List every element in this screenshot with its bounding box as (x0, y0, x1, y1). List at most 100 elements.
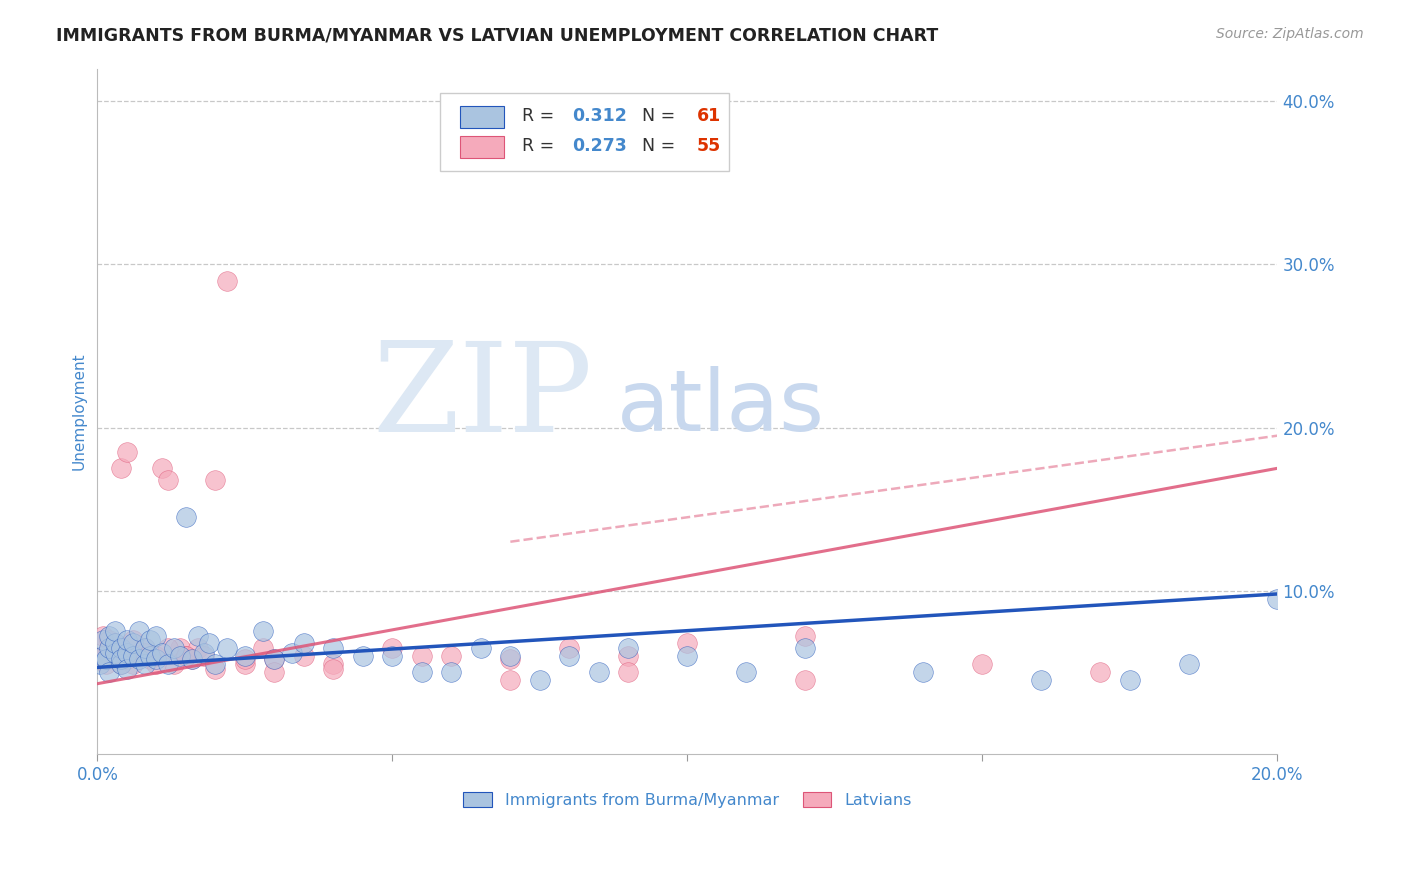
Point (233, 652, 256, 666)
Text: atlas: atlas (617, 367, 824, 450)
Point (187, 640, 209, 655)
Point (381, 640, 404, 655)
Point (98, 665, 121, 680)
Point (104, 646, 127, 660)
Point (263, 652, 285, 666)
Text: N =: N = (631, 108, 681, 126)
Point (794, 673, 817, 688)
Text: ZIP: ZIP (373, 337, 593, 458)
Point (110, 657, 132, 672)
Point (139, 632, 162, 647)
Point (794, 640, 817, 655)
Point (1178, 657, 1201, 672)
Point (163, 640, 186, 655)
Point (252, 624, 274, 639)
Point (617, 648, 640, 663)
Point (104, 648, 127, 663)
Point (972, 657, 994, 672)
Point (139, 652, 162, 666)
Point (115, 646, 138, 660)
Point (499, 648, 522, 663)
Point (128, 652, 150, 666)
Point (150, 646, 173, 660)
Point (292, 636, 315, 650)
Point (104, 636, 127, 650)
Point (233, 657, 256, 672)
Point (98, 640, 121, 655)
Point (180, 652, 202, 666)
Point (1119, 673, 1142, 688)
Point (134, 657, 156, 672)
Point (169, 648, 191, 663)
Point (1090, 665, 1112, 680)
Text: 0.273: 0.273 (572, 137, 627, 155)
Point (281, 646, 304, 660)
Point (322, 640, 344, 655)
Text: 0.312: 0.312 (572, 108, 627, 126)
Point (104, 636, 127, 650)
FancyBboxPatch shape (440, 93, 728, 171)
Text: IMMIGRANTS FROM BURMA/MYANMAR VS LATVIAN UNEMPLOYMENT CORRELATION CHART: IMMIGRANTS FROM BURMA/MYANMAR VS LATVIAN… (56, 27, 938, 45)
Point (499, 673, 522, 688)
Point (174, 648, 197, 663)
Point (98, 632, 121, 647)
Point (98, 629, 121, 643)
Point (1031, 673, 1053, 688)
Point (263, 652, 285, 666)
Point (115, 445, 138, 459)
Point (322, 657, 344, 672)
Point (252, 640, 274, 655)
Point (794, 629, 817, 643)
Point (91, 632, 114, 647)
Point (217, 640, 239, 655)
Point (204, 657, 226, 672)
Point (169, 640, 191, 655)
Text: 55: 55 (697, 137, 721, 155)
Point (139, 648, 162, 663)
Point (110, 657, 132, 672)
Point (558, 648, 581, 663)
Point (440, 648, 463, 663)
Point (588, 665, 610, 680)
Point (193, 648, 215, 663)
Point (96, 652, 118, 666)
Point (157, 473, 180, 487)
Point (134, 640, 156, 655)
Point (104, 624, 127, 639)
Point (676, 648, 699, 663)
Point (676, 636, 699, 650)
Point (89, 652, 111, 666)
Bar (460, 106, 505, 128)
Text: N =: N = (631, 137, 681, 155)
Point (157, 657, 180, 672)
Point (411, 648, 433, 663)
Point (322, 662, 344, 676)
Point (204, 662, 226, 676)
Point (217, 274, 239, 288)
Point (110, 640, 132, 655)
Point (292, 648, 315, 663)
Point (193, 646, 215, 660)
Point (174, 648, 197, 663)
Point (134, 640, 156, 655)
Point (115, 652, 138, 666)
Point (381, 648, 404, 663)
Point (110, 461, 132, 475)
Text: R =: R = (522, 108, 560, 126)
Point (198, 636, 221, 650)
Point (91, 629, 114, 643)
Point (121, 657, 143, 672)
Point (121, 636, 143, 650)
Point (735, 665, 758, 680)
Text: R =: R = (522, 137, 560, 155)
Point (157, 640, 180, 655)
Point (163, 657, 186, 672)
Point (128, 624, 150, 639)
Point (115, 632, 138, 647)
Point (180, 652, 202, 666)
Point (145, 652, 167, 666)
Point (115, 662, 138, 676)
Point (499, 652, 522, 666)
Text: 61: 61 (697, 108, 721, 126)
Point (440, 665, 463, 680)
